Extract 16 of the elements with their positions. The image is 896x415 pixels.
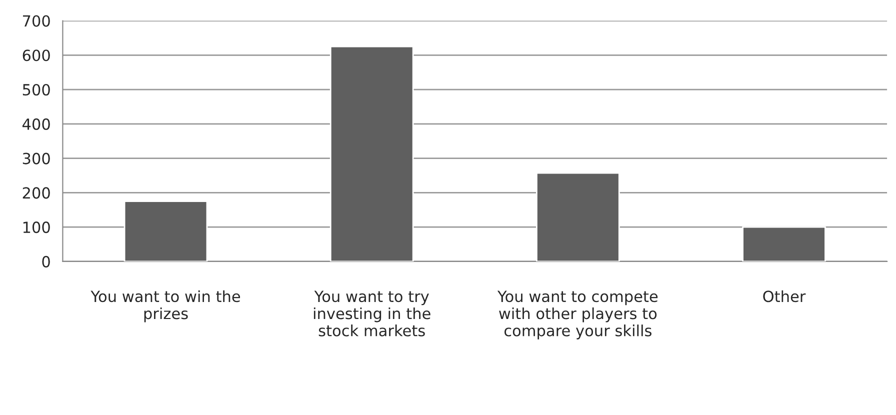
- y-tick-label: 500: [22, 84, 50, 96]
- bar: [330, 46, 414, 262]
- y-tick-label: 400: [22, 118, 50, 130]
- x-tick-label: You want to win the prizes: [90, 290, 240, 322]
- y-tick-label: 100: [23, 222, 50, 234]
- y-tick-label: 200: [22, 187, 50, 199]
- bar: [536, 172, 620, 262]
- y-tick-label: 0: [42, 256, 50, 268]
- bar: [742, 226, 826, 262]
- x-tick-label: You want to try investing in the stock markets: [314, 290, 430, 336]
- y-tick-label: 300: [22, 152, 50, 164]
- y-tick-label: 600: [22, 50, 50, 62]
- x-tick-label: Other: [763, 290, 806, 302]
- x-tick-label: You want to compete with other players to compare your skills: [497, 290, 658, 340]
- y-tick-label: 700: [23, 15, 50, 27]
- bar: [124, 200, 208, 262]
